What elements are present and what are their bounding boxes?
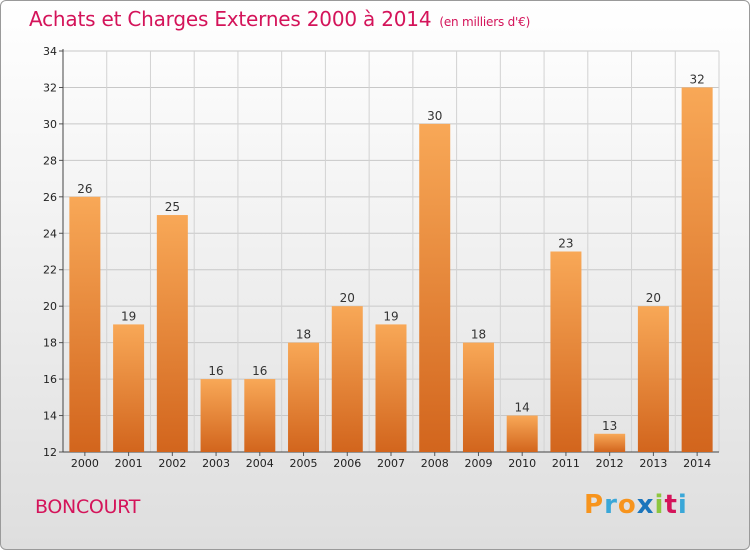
bar [113,324,145,452]
bar [594,433,626,452]
x-tick-label: 2006 [333,457,361,470]
x-tick-label: 2004 [246,457,274,470]
bar-value-label: 14 [515,401,530,415]
y-tick-label: 32 [43,81,57,94]
x-tick-label: 2013 [639,457,667,470]
bar [375,324,407,452]
bar-value-label: 26 [77,182,92,196]
bar [69,196,101,452]
bar [156,215,188,452]
proxiti-logo[interactable]: Proxiti [584,490,688,520]
bar-value-label: 20 [340,291,355,305]
bar [681,87,713,453]
x-tick-label: 2010 [508,457,536,470]
x-tick-label: 2003 [202,457,230,470]
bar [462,342,494,452]
x-tick-label: 2007 [377,457,405,470]
bar [419,123,451,452]
bar-value-label: 30 [427,109,442,123]
tick-labels: 12 14 16 18 20 22 24 26 28 30 32 34 2000 2001 2002 2003… [43,45,711,470]
bar-value-label: 19 [121,309,136,323]
bar-value-label: 23 [558,237,573,251]
y-tick-label: 20 [43,300,57,313]
x-tick-label: 2012 [596,457,624,470]
x-tick-label: 2005 [290,457,318,470]
value-labels: 26 19 25 16 16 18 20 19 30 18 14 23 13 20 32 [77,72,705,432]
x-tick-label: 2014 [683,457,711,470]
bar-value-label: 13 [602,419,617,433]
y-tick-label: 22 [43,264,57,277]
bars [69,87,713,453]
bar-value-label: 32 [689,72,704,86]
y-tick-label: 16 [43,373,57,386]
bar-value-label: 20 [646,291,661,305]
y-tick-label: 26 [43,191,57,204]
logo-letter: r [604,490,618,520]
x-tick-label: 2002 [158,457,186,470]
x-tick-label: 2001 [115,457,143,470]
bar-value-label: 16 [208,364,223,378]
y-tick-label: 14 [43,410,57,423]
logo-letter: i [677,490,688,520]
x-tick-label: 2000 [71,457,99,470]
y-tick-label: 18 [43,337,57,350]
y-tick-label: 34 [43,45,57,58]
bar-value-label: 18 [296,328,311,342]
bar [506,415,538,452]
bar-value-label: 25 [165,200,180,214]
bar [637,306,669,452]
logo-letter: x [636,490,655,520]
chart-unit: (en milliers d'€) [439,15,531,29]
chart-title: Achats et Charges Externes 2000 à 2014 (e… [29,7,530,31]
x-tick-label: 2008 [421,457,449,470]
logo-letter: i [654,490,665,520]
bar [244,379,276,452]
y-tick-label: 30 [43,118,57,131]
place-name: BONCOURT [35,496,141,518]
bar-value-label: 16 [252,364,267,378]
logo-letter: P [584,490,605,520]
chart-title-text: Achats et Charges Externes 2000 à 2014 [29,7,432,31]
x-tick-label: 2011 [552,457,580,470]
y-tick-label: 12 [43,446,57,459]
y-tick-label: 24 [43,227,57,240]
bar [550,251,582,452]
bar [288,342,320,452]
bar [200,379,232,452]
bar [331,306,363,452]
bar-value-label: 19 [383,309,398,323]
bar-value-label: 18 [471,328,486,342]
logo-letter: t [664,490,678,520]
logo-letter: o [617,490,637,520]
y-tick-label: 28 [43,154,57,167]
x-tick-label: 2009 [464,457,492,470]
